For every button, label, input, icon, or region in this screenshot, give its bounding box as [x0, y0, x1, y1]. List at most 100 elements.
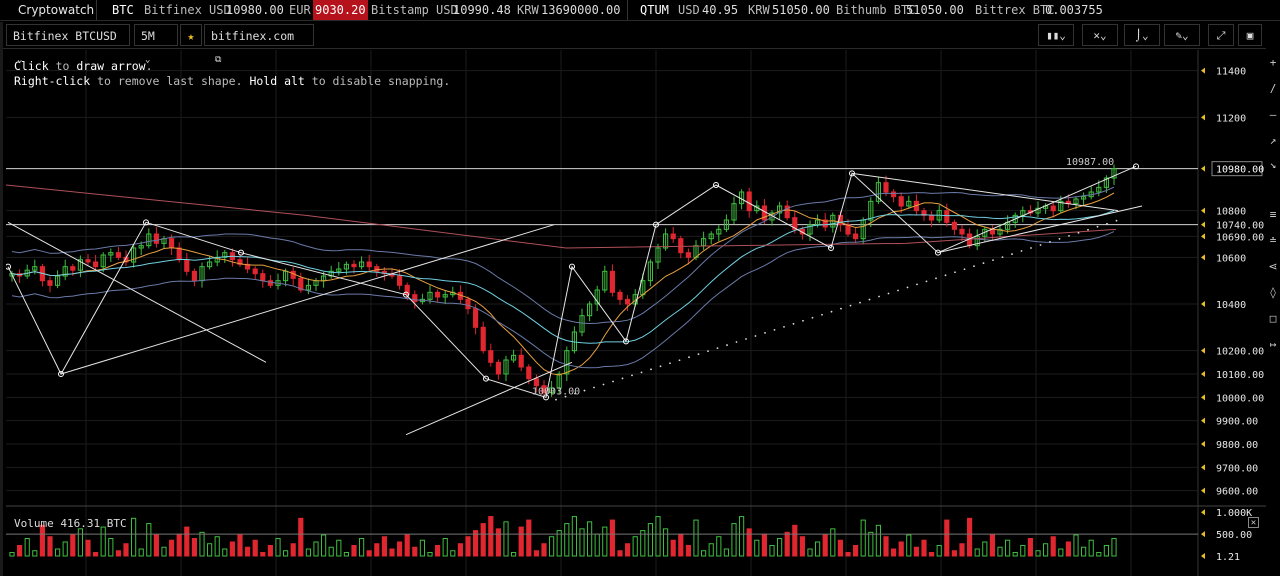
ticker-quote-label: Bitstamp USD [371, 3, 458, 17]
sar-dot [1001, 256, 1004, 258]
shape-tool-icon[interactable]: ◊ [1269, 286, 1277, 299]
candle-body [678, 238, 684, 254]
price-tick-marker [1201, 347, 1205, 354]
candle-body [868, 200, 874, 221]
candle-body [366, 261, 372, 268]
volume-bar [723, 548, 729, 557]
close-icon[interactable]: ✕ [1248, 517, 1259, 528]
ray-tool-icon[interactable]: ↗ [1269, 134, 1277, 147]
candle-body [594, 289, 600, 305]
volume-bar [564, 523, 570, 557]
volume-bar [716, 536, 722, 557]
volume-bar [184, 526, 190, 557]
candle-body [465, 298, 471, 310]
pencil-icon[interactable]: ✎⌄ [1164, 24, 1200, 46]
volume-bar [837, 539, 843, 557]
drawing-handle [623, 338, 629, 345]
rect-tool-icon[interactable]: □ [1269, 312, 1277, 325]
price-tick-label: 10100.00 [1216, 370, 1264, 381]
indicator-icon[interactable]: ⌡⌄ [1124, 24, 1160, 46]
volume-bar [822, 534, 828, 557]
volume-bar [290, 543, 296, 557]
volume-bar [640, 530, 646, 557]
sar-dot [583, 389, 586, 392]
star-icon[interactable]: ★ [180, 24, 202, 46]
candle-body [1096, 186, 1102, 193]
chevron-down-icon: ⌄ [17, 55, 23, 65]
volume-bar [663, 528, 669, 557]
volume-bar [883, 536, 889, 557]
pitchfork-tool-icon[interactable]: ⋖ [1268, 260, 1278, 273]
arrow-tool-icon[interactable]: ↘ [1269, 158, 1277, 171]
volume-bar [511, 551, 517, 557]
exchange-link[interactable]: bitfinex.com ⧉ [204, 24, 314, 65]
ticker-btc-symbol[interactable]: BTC [112, 3, 134, 17]
volume-bar [321, 534, 327, 557]
interval-selector[interactable]: 5M ⌄ [134, 24, 178, 65]
volume-bar [9, 551, 15, 557]
brand-logo[interactable]: Cryptowatch [18, 3, 95, 17]
candle-body [731, 203, 737, 221]
volume-tick-marker [1201, 531, 1205, 538]
candle-body [647, 261, 653, 282]
channel-tool-icon[interactable]: ≡ [1269, 208, 1277, 221]
candle-body [473, 308, 479, 328]
chart-toolbar: Bitfinex BTCUSD ⌄ 5M ⌄ ★ bitfinex.com ⧉ … [0, 22, 1266, 65]
candle-body [32, 266, 38, 271]
volume-bar [853, 544, 859, 557]
sar-dot [935, 277, 937, 280]
volume-bar [670, 539, 676, 557]
save-icon[interactable]: ▣ [1238, 24, 1262, 46]
volume-bar [845, 551, 851, 557]
line-tool-icon[interactable]: ∕ [1269, 82, 1277, 95]
candle-body [1012, 214, 1018, 223]
volume-bar [549, 536, 555, 557]
candle-body [222, 252, 228, 258]
volume-bar [1088, 539, 1094, 557]
hint-action: draw arrow [76, 59, 146, 73]
sar-dot [574, 392, 576, 395]
fib-tool-icon[interactable]: ≐ [1269, 234, 1277, 247]
volume-bar [85, 539, 91, 557]
candle-body [655, 247, 661, 263]
crosshair-icon[interactable]: ✕⌄ [1082, 24, 1118, 46]
volume-bar [739, 516, 745, 557]
candle-body [404, 284, 410, 296]
candle-body [533, 378, 539, 387]
arrow-drawing [7, 165, 1137, 398]
candles-icon[interactable]: ▮▮⌄ [1038, 24, 1074, 46]
price-tick-marker [1201, 441, 1205, 447]
measure-tool-icon[interactable]: ↦ [1269, 338, 1277, 351]
volume-bar [533, 550, 539, 557]
long-moving-average [6, 184, 1117, 249]
sar-dot [669, 362, 671, 365]
price-tick-marker [1201, 165, 1205, 172]
price-tick-marker [1201, 67, 1205, 74]
candle-body [191, 270, 197, 282]
ticker-quote-value: 9030.20 [313, 0, 368, 20]
volume-bar [974, 548, 980, 557]
candle-body [617, 291, 623, 300]
volume-bar [207, 543, 213, 557]
candle-body [777, 205, 783, 214]
candle-body [1058, 200, 1064, 212]
hline-tool-icon[interactable]: — [1269, 108, 1277, 121]
sar-dot [783, 325, 785, 328]
ticker-qtum-symbol[interactable]: QTUM [640, 3, 669, 17]
candle-body [1050, 205, 1056, 212]
volume-bar [875, 524, 881, 557]
sar-dot [897, 289, 899, 292]
volume-value: 416.31 BTC [60, 517, 127, 530]
plus-icon[interactable]: + [1269, 56, 1277, 69]
volume-bar [427, 551, 433, 557]
candle-body [853, 233, 859, 240]
volume-bar [153, 534, 159, 557]
expand-icon[interactable]: ⤢ [1208, 24, 1234, 46]
market-selector[interactable]: Bitfinex BTCUSD ⌄ [6, 24, 130, 65]
volume-bar [229, 541, 235, 557]
volume-bar [381, 536, 387, 557]
volume-bar [39, 524, 45, 557]
price-chart[interactable]: 10987.00 10003.00 11400 11200 10980.00 10800 1… [6, 50, 1266, 576]
sar-dot [773, 329, 776, 331]
volume-bar [24, 537, 30, 557]
